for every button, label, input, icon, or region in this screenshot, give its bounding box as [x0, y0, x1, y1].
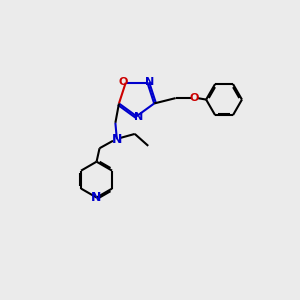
Text: O: O [118, 77, 128, 87]
Text: N: N [145, 77, 154, 87]
Text: N: N [92, 191, 102, 204]
Text: N: N [134, 112, 143, 122]
Text: N: N [112, 133, 122, 146]
Text: O: O [190, 93, 199, 103]
